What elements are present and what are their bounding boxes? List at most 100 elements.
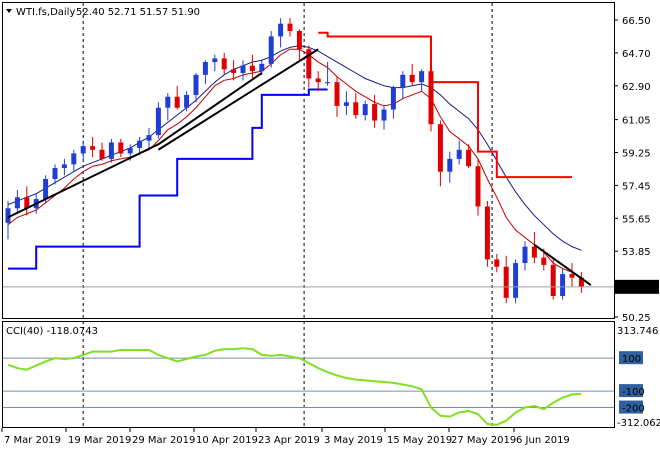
cci-level-badge: [619, 351, 643, 365]
cci-axis-max: 313.746: [617, 326, 658, 337]
candle-body: [296, 30, 302, 50]
candle-body: [184, 94, 190, 108]
cci-level-label: 100: [622, 354, 641, 365]
candle-body: [231, 69, 237, 74]
ma-fast-line: [7, 48, 582, 279]
cci-pane-frame: [2, 321, 615, 428]
candle-body: [24, 197, 30, 209]
candle-body: [353, 102, 359, 116]
candle-body: [90, 146, 96, 150]
candle-body: [118, 142, 124, 154]
candle-body: [5, 208, 11, 223]
candle-body: [155, 107, 161, 136]
date-tick-label: 27 May 2019: [451, 435, 516, 446]
candle-body: [409, 74, 415, 83]
trendline[interactable]: [7, 143, 159, 219]
cci-axis-min: -312.062: [617, 418, 660, 429]
date-tick-label: 15 May 2019: [387, 435, 452, 446]
candle-body: [43, 179, 49, 200]
price-tick-label: 50.25: [622, 313, 651, 324]
candle-body: [560, 274, 566, 296]
price-tick-label: 61.05: [622, 116, 651, 127]
price-tick-label: 59.25: [622, 149, 651, 160]
candle-body: [372, 104, 378, 121]
trendline[interactable]: [157, 48, 319, 151]
date-tick-label: 3 May 2019: [324, 435, 383, 446]
candle-body: [287, 23, 293, 31]
date-tick-label: 7 Mar 2019: [4, 435, 61, 446]
candle-body: [390, 87, 396, 110]
price-tick-label: 57.45: [622, 181, 651, 192]
candle-body: [419, 71, 425, 83]
price-tick-label: 66.50: [622, 16, 651, 27]
price-tick-label: 64.70: [622, 49, 651, 60]
candle-body: [503, 266, 509, 298]
candle-body: [137, 140, 143, 148]
price-tick-label: 62.90: [622, 82, 651, 93]
candle-body: [99, 149, 105, 159]
candle-body: [165, 96, 171, 108]
candle-body: [259, 63, 265, 72]
candle-body: [61, 164, 67, 169]
candle-body: [268, 36, 274, 64]
candle-body: [240, 65, 246, 74]
price-tick-label: 53.85: [622, 247, 651, 258]
candle-body: [513, 263, 519, 298]
candle-body: [80, 146, 86, 154]
blue-channel-line: [8, 88, 328, 270]
trendline[interactable]: [157, 72, 263, 146]
header-ohlc: 52.40 52.71 51.57 51.90: [76, 7, 200, 18]
candle-body: [466, 149, 472, 167]
cci-label: CCI(40) -118.0743: [6, 326, 98, 337]
trendline[interactable]: [533, 243, 592, 286]
candle-body: [541, 257, 547, 265]
candle-body: [522, 246, 528, 264]
candle-body: [127, 147, 133, 154]
cci-level-badge: [619, 400, 643, 414]
dropdown-icon[interactable]: [6, 9, 12, 13]
cci-level-label: -100: [622, 387, 645, 398]
date-tick-label: 6 Jun 2019: [516, 435, 570, 446]
candle-body: [306, 49, 312, 79]
date-tick-label: 29 Mar 2019: [132, 435, 195, 446]
cci-line: [7, 347, 582, 426]
candle-body: [71, 153, 77, 165]
candle-body: [174, 96, 180, 108]
candle-body: [334, 82, 340, 106]
current-price-badge: [615, 279, 659, 294]
main-pane-frame: [2, 2, 615, 319]
candle-body: [146, 135, 152, 141]
candle-body: [484, 206, 490, 260]
candle-body: [315, 78, 321, 83]
cci-level-badge: [619, 384, 643, 398]
candle-body: [108, 142, 114, 159]
header-symbol: WTI.fs,Daily: [16, 7, 75, 18]
candle-body: [531, 246, 537, 258]
candle-body: [202, 62, 208, 75]
candle-body: [447, 158, 453, 172]
candle-body: [456, 149, 462, 159]
candle-body: [343, 102, 349, 106]
date-tick-label: 23 Apr 2019: [258, 435, 320, 446]
candle-body: [578, 277, 584, 287]
candle-body: [52, 168, 58, 180]
red-channel-line: [318, 31, 572, 179]
candle-body: [325, 82, 331, 84]
date-tick-label: 19 Mar 2019: [68, 435, 131, 446]
date-tick-label: 10 Apr 2019: [196, 435, 258, 446]
candle-body: [193, 74, 199, 95]
candle-body: [212, 58, 218, 63]
price-tick-label: 55.65: [622, 214, 651, 225]
candle-body: [550, 264, 556, 296]
candle-body: [400, 74, 406, 88]
candle-body: [221, 58, 227, 70]
candle-body: [428, 71, 434, 125]
candle-body: [494, 259, 500, 267]
candle-body: [278, 23, 284, 37]
candle-body: [381, 109, 387, 121]
candle-body: [569, 274, 575, 278]
current-price-label: 51.90: [622, 283, 651, 294]
cci-level-label: -200: [622, 404, 645, 415]
